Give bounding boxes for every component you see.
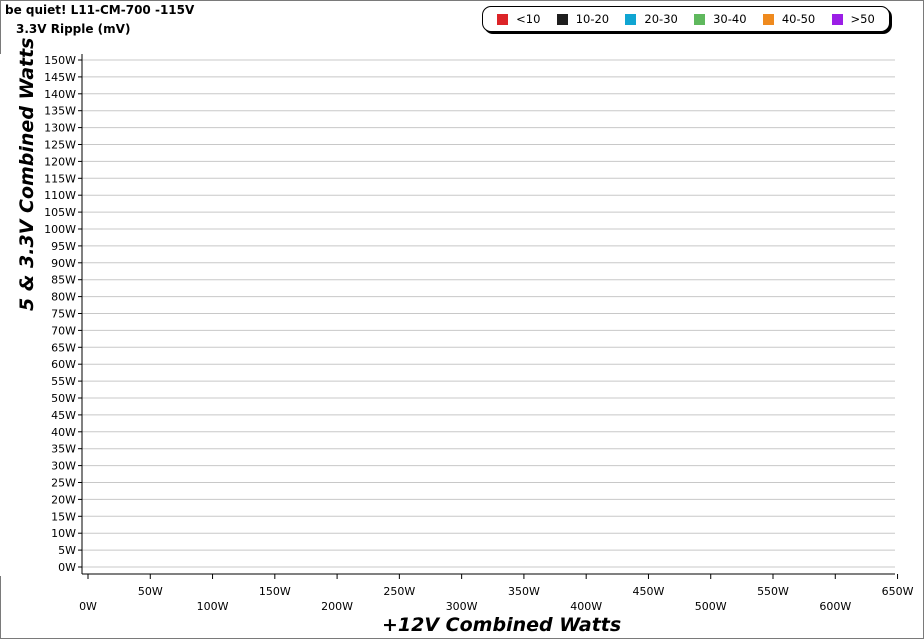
y-tick-label: 30W [51,460,76,473]
x-tick-label: 100W [197,600,229,613]
x-tick-label: 450W [633,585,665,598]
y-tick-label: 150W [44,54,76,67]
x-tick-label: 50W [138,585,163,598]
x-tick-label: 300W [446,600,478,613]
y-tick-label: 45W [51,409,76,422]
legend: <10 10-20 20-30 30-40 40-50 >50 [482,6,890,32]
y-tick-label: 50W [51,392,76,405]
y-tick-label: 25W [51,477,76,490]
plot-left-mask [0,54,82,576]
legend-swatch [762,13,774,25]
legend-item: 40-50 [762,12,816,26]
x-tick-label: 250W [383,585,415,598]
legend-label: 40-50 [781,12,816,26]
legend-item: 10-20 [556,12,610,26]
y-tick-label: 110W [44,189,76,202]
y-tick-label: 65W [51,341,76,354]
y-tick-label: 70W [51,324,76,337]
y-tick-label: 75W [51,308,76,321]
y-tick-label: 85W [51,274,76,287]
y-axis-label: 5 & 3.3V Combined Watts [16,37,38,312]
x-tick-label: 550W [757,585,789,598]
y-tick-label: 35W [51,443,76,456]
x-tick-label: 200W [321,600,353,613]
chart-subtitle: 3.3V Ripple (mV) [16,22,131,36]
y-tick-label: 80W [51,291,76,304]
y-tick-label: 95W [51,240,76,253]
x-tick-label: 0W [79,600,97,613]
y-tick-label: 115W [44,172,76,185]
y-tick-label: 120W [44,155,76,168]
legend-label: 10-20 [575,12,610,26]
x-tick-label: 600W [819,600,851,613]
x-axis-label: +12V Combined Watts [382,614,622,636]
y-tick-label: 140W [44,88,76,101]
legend-swatch [694,13,706,25]
legend-item: 30-40 [694,12,747,26]
legend-item: <10 [497,12,540,26]
y-tick-label: 40W [51,426,76,439]
x-tick-label: 350W [508,585,540,598]
y-tick-label: 100W [44,223,76,236]
x-tick-label: 650W [882,585,914,598]
x-tick-label: 150W [259,585,291,598]
y-tick-label: 55W [51,375,76,388]
y-tick-label: 20W [51,493,76,506]
legend-label: >50 [850,12,875,26]
chart-title: be quiet! L11-CM-700 -115V [5,3,195,17]
legend-item: 20-30 [625,12,678,26]
y-tick-label: 130W [44,122,76,135]
y-tick-label: 10W [51,527,76,540]
y-tick-label: 135W [44,105,76,118]
x-tick-label: 400W [570,600,602,613]
legend-swatch [625,13,637,25]
legend-label: <10 [516,12,541,26]
legend-swatch [556,13,568,25]
y-tick-label: 125W [44,139,76,152]
y-tick-label: 145W [44,71,76,84]
legend-label: 30-40 [713,12,747,26]
y-tick-label: 90W [51,257,76,270]
legend-swatch [497,13,509,25]
y-tick-label: 5W [58,544,76,557]
legend-item: >50 [831,12,875,26]
x-tick-label: 500W [695,600,727,613]
y-tick-label: 105W [44,206,76,219]
legend-swatch [831,13,843,25]
legend-label: 20-30 [644,12,678,26]
y-tick-label: 0W [58,561,76,574]
y-tick-label: 15W [51,510,76,523]
y-tick-label: 60W [51,358,76,371]
